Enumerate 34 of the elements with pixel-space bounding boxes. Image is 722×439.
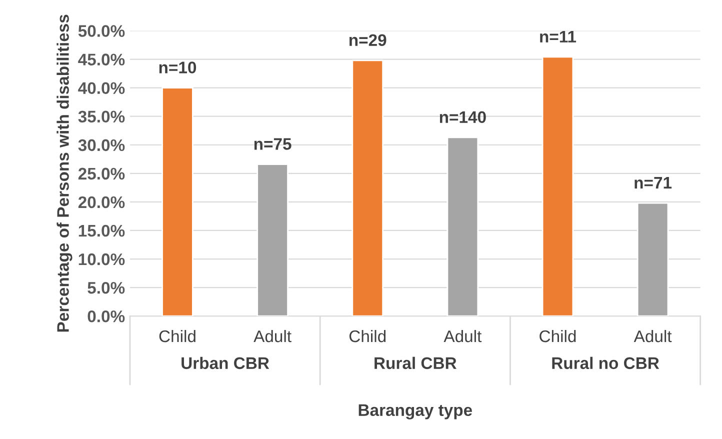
- annotation: n=10: [159, 62, 196, 74]
- text: Rural no CBR: [552, 356, 660, 370]
- y-tick-label: 25.0%: [78, 168, 125, 180]
- annotation: n=75: [254, 138, 292, 150]
- y-axis-title: Percentage of Persons with disabilitiess: [56, 14, 72, 332]
- text: Urban CBR: [182, 356, 270, 370]
- y-tick-label: 50.0%: [78, 25, 125, 37]
- x-tick-label: Adult: [254, 330, 292, 342]
- bar: [636, 202, 669, 316]
- y-tick-label: 0.0%: [88, 310, 125, 322]
- annotation: n=29: [349, 34, 386, 46]
- y-tick-label: 15.0%: [78, 224, 125, 237]
- bar: [256, 164, 288, 316]
- x-tick-label: Adult: [444, 330, 482, 342]
- y-tick-label: 10.0%: [78, 253, 125, 266]
- annotation: n=71: [634, 177, 672, 189]
- y-tick-label: 5.0%: [88, 282, 125, 294]
- y-tick-label: 40.0%: [78, 82, 125, 94]
- x-tick-label: Child: [540, 330, 576, 342]
- x-tick-label: Child: [159, 330, 196, 342]
- y-tick-label: 35.0%: [78, 110, 125, 123]
- bar: [352, 60, 384, 316]
- bar: [446, 136, 479, 316]
- x-tick-label: Child: [349, 330, 386, 342]
- y-tick-label: 20.0%: [78, 196, 125, 208]
- y-tick-label: 45.0%: [78, 54, 125, 66]
- annotation: n=140: [440, 111, 486, 124]
- bar: [162, 87, 194, 316]
- annotation: n=11: [540, 30, 576, 42]
- text: Rural CBR: [374, 356, 456, 370]
- y-tick-label: 30.0%: [78, 139, 125, 152]
- x-tick-label: Adult: [634, 330, 672, 342]
- x-axis-title: Barangay type: [358, 404, 472, 420]
- bar: [542, 56, 574, 316]
